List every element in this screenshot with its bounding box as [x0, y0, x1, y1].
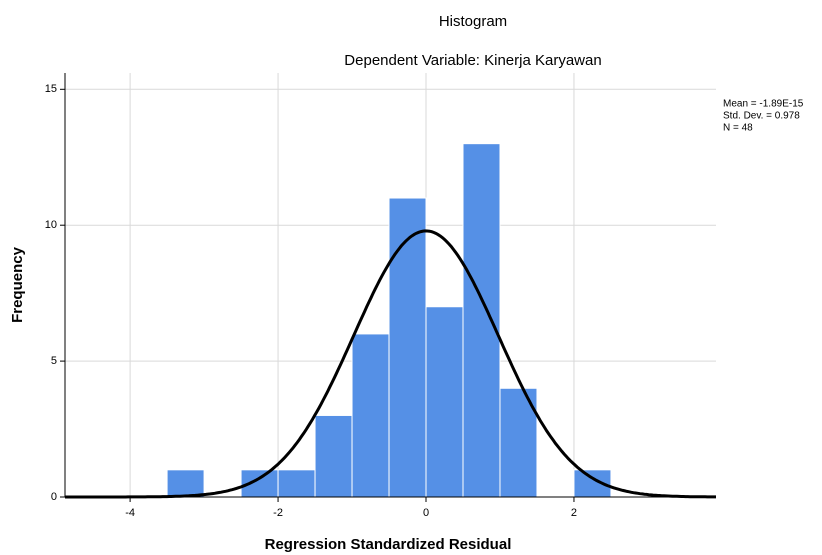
bar — [388, 197, 427, 498]
y-tick-label: 10 — [45, 219, 57, 231]
stats-label: Std. Dev. = 0.978 — [723, 111, 800, 122]
x-tick-label: -2 — [273, 507, 283, 519]
stats-label: Mean = -1.89E-15 — [723, 99, 804, 110]
normal-curve — [65, 229, 716, 499]
x-tick-label: 0 — [423, 507, 429, 519]
chart-subtitle: Dependent Variable: Kinerja Karyawan — [344, 52, 601, 69]
bar — [166, 469, 205, 498]
y-axis-label: Frequency — [9, 246, 26, 323]
x-tick-label: 2 — [571, 507, 577, 519]
stats-label: N = 48 — [723, 123, 753, 134]
bar — [314, 414, 353, 498]
bar — [462, 143, 501, 498]
chart-title: Histogram — [439, 13, 507, 30]
x-tick-label: -4 — [125, 507, 135, 519]
bar — [425, 306, 464, 498]
y-tick-label: 0 — [51, 491, 57, 503]
y-tick-label: 15 — [45, 83, 57, 95]
bar — [351, 333, 390, 498]
x-axis-label: Regression Standardized Residual — [265, 536, 512, 553]
y-tick-label: 5 — [51, 355, 57, 367]
bar — [277, 469, 316, 498]
